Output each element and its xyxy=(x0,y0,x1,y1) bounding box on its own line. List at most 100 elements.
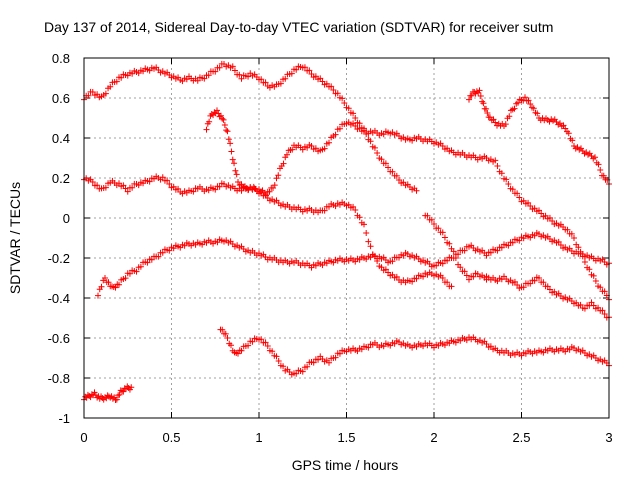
y-tick-label: -0.8 xyxy=(48,371,70,386)
data-point xyxy=(461,247,468,254)
data-point xyxy=(483,341,490,347)
data-point xyxy=(109,395,116,402)
data-point xyxy=(581,259,588,265)
data-point xyxy=(424,212,431,219)
data-point xyxy=(190,188,197,195)
data-point xyxy=(586,266,593,273)
data-point xyxy=(492,119,499,126)
data-point xyxy=(444,145,451,152)
data-point xyxy=(568,230,575,237)
data-point xyxy=(245,73,252,80)
data-point xyxy=(205,72,212,79)
data-point xyxy=(113,396,120,403)
data-point xyxy=(232,167,239,174)
series-arc-B xyxy=(81,173,455,290)
data-point xyxy=(515,99,521,106)
data-point xyxy=(525,97,532,104)
data-point xyxy=(91,389,98,396)
y-tick-label: -0.2 xyxy=(48,251,70,266)
data-point xyxy=(527,203,534,209)
data-point xyxy=(113,78,120,85)
y-tick-label: 0.6 xyxy=(52,91,70,106)
data-point xyxy=(575,244,582,251)
data-point xyxy=(323,80,330,87)
series-arc-F xyxy=(203,107,612,303)
data-point xyxy=(601,288,608,295)
data-point xyxy=(483,273,490,280)
x-tick-label: 3 xyxy=(605,430,612,445)
data-point xyxy=(102,90,109,97)
data-point xyxy=(565,130,572,137)
data-point xyxy=(365,238,372,245)
data-point xyxy=(301,64,308,71)
data-point xyxy=(249,338,256,345)
data-point xyxy=(94,91,101,98)
data-point xyxy=(235,350,241,357)
data-point xyxy=(382,160,389,167)
data-point xyxy=(345,201,352,208)
data-point xyxy=(564,226,571,233)
data-point xyxy=(224,128,231,135)
data-point xyxy=(511,105,518,112)
data-point xyxy=(389,258,396,265)
plot-frame xyxy=(83,57,610,419)
data-point xyxy=(124,188,131,195)
data-point xyxy=(590,302,597,309)
data-point xyxy=(367,138,374,145)
data-point xyxy=(595,161,602,168)
data-point xyxy=(263,192,269,199)
data-point xyxy=(502,121,509,128)
data-point xyxy=(356,214,363,221)
y-tick-label: -0.6 xyxy=(48,331,70,346)
data-point xyxy=(560,122,567,129)
data-point xyxy=(227,140,234,147)
data-point xyxy=(116,391,123,398)
data-point xyxy=(551,288,558,295)
data-point xyxy=(317,75,324,82)
data-point xyxy=(439,275,446,281)
data-point xyxy=(258,336,265,343)
y-tick-label: 0 xyxy=(63,211,70,226)
data-point xyxy=(166,181,173,187)
data-point xyxy=(509,186,516,193)
data-points xyxy=(81,60,612,403)
data-point xyxy=(511,278,518,285)
series-arc-D xyxy=(217,326,612,378)
data-point xyxy=(577,301,584,308)
data-point xyxy=(233,171,240,178)
data-point xyxy=(299,368,306,375)
data-point xyxy=(312,73,319,80)
data-point xyxy=(538,210,545,217)
data-point xyxy=(212,68,219,75)
data-point xyxy=(228,342,234,349)
data-point xyxy=(326,359,332,366)
data-point xyxy=(275,358,282,364)
data-point xyxy=(441,234,448,241)
data-point xyxy=(219,326,226,333)
data-point xyxy=(601,311,608,317)
data-point xyxy=(452,255,459,261)
data-point xyxy=(94,394,101,401)
data-point xyxy=(439,260,446,267)
data-point xyxy=(206,118,213,125)
data-point xyxy=(288,70,295,77)
data-point xyxy=(231,160,238,167)
data-point xyxy=(450,248,457,255)
y-tick-label: 0.8 xyxy=(52,51,70,66)
data-point xyxy=(540,279,547,286)
data-point xyxy=(328,83,335,90)
data-point xyxy=(389,168,396,175)
data-point xyxy=(393,273,400,280)
data-point xyxy=(293,66,300,73)
data-point xyxy=(483,252,490,259)
data-point xyxy=(371,144,378,151)
data-point xyxy=(534,110,541,117)
y-tick-label: -0.4 xyxy=(48,291,70,306)
data-point xyxy=(319,78,326,85)
data-point xyxy=(555,238,562,245)
data-point xyxy=(505,181,512,187)
data-point xyxy=(118,74,125,81)
x-tick-label: 2 xyxy=(430,430,437,445)
x-tick-label: 0.5 xyxy=(162,430,180,445)
data-point xyxy=(275,172,282,179)
